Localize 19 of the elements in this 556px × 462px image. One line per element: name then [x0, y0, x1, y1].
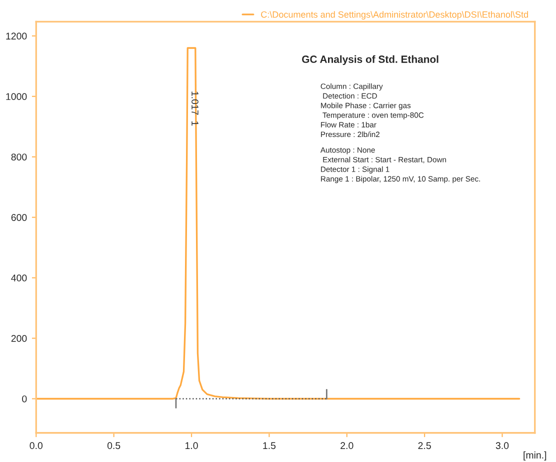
- y-tick-label: 800: [11, 154, 27, 160]
- y-tick-label: 1200: [6, 32, 27, 40]
- y-tick-label: 400: [11, 274, 27, 282]
- y-tick-label: 200: [11, 334, 27, 342]
- x-tick-label: 0.5: [107, 442, 120, 450]
- x-tick-label: 2.5: [418, 442, 431, 450]
- y-tick-label: 1000: [6, 93, 27, 100]
- y-tick-label: 600: [11, 214, 27, 221]
- x-tick-label: 2.0: [340, 442, 354, 450]
- x-tick-label: 1.0: [185, 442, 198, 450]
- legend-label: C:\Documents and Settings\Administrator\Desktop\DSI\Ethanol\Std: [261, 11, 528, 20]
- x-tick-label: 0.0: [30, 442, 43, 450]
- x-tick-label: 3.0: [496, 442, 509, 450]
- x-tick-label: 1.5: [263, 442, 276, 450]
- x-axis-title: [min.]: [524, 451, 546, 460]
- text: GC Analysis of Std. Ethanol: [302, 55, 438, 65]
- y-tick-label: 0: [22, 395, 27, 402]
- annotation: 1.017 1: [192, 92, 198, 126]
- line-series: [36, 47, 520, 400]
